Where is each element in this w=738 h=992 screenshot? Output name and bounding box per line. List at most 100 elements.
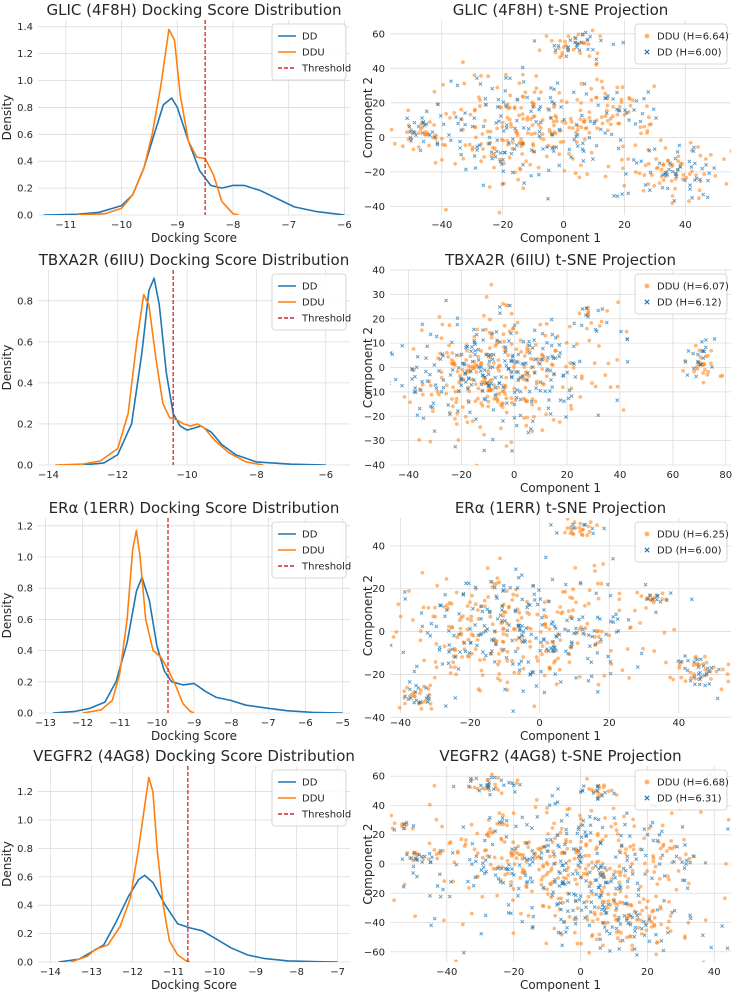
dd-point xyxy=(458,146,463,150)
dd-point xyxy=(636,893,641,898)
dd-point xyxy=(501,783,506,788)
ddu-point xyxy=(620,668,625,672)
dd-point xyxy=(440,662,445,666)
ddu-point xyxy=(488,129,493,134)
ddu-point xyxy=(432,783,437,788)
panel-5: −13 −12 −11 −10 −9 −8 −7 −6 −50.00.20.40.60.81.0… xyxy=(0,499,351,743)
dd-point xyxy=(406,697,411,702)
ddu-point xyxy=(610,876,614,881)
dd-point xyxy=(480,650,485,654)
dd-point xyxy=(585,37,590,42)
dd-point xyxy=(591,47,595,52)
ddu-point xyxy=(641,897,646,901)
dd-point xyxy=(503,618,507,623)
dd-point xyxy=(519,573,524,578)
ddu-point xyxy=(635,590,640,595)
chart-title: TBXA2R (6IIU) t-SNE Projection xyxy=(444,251,676,269)
dd-point xyxy=(694,176,699,181)
ddu-point xyxy=(485,566,490,570)
ddu-point xyxy=(496,364,501,369)
dd-point xyxy=(432,916,437,921)
dd-point xyxy=(707,682,712,686)
ddu-point xyxy=(494,581,499,585)
ddu-point xyxy=(565,846,570,851)
dd-point xyxy=(557,884,562,888)
ddu-point xyxy=(447,601,452,605)
ddu-point xyxy=(678,162,683,166)
y-tick-label: 0.8 xyxy=(17,584,33,595)
ddu-point xyxy=(593,569,597,573)
ddu-point xyxy=(502,339,506,344)
ddu-point xyxy=(517,81,522,86)
dd-point xyxy=(444,298,449,303)
dd-point xyxy=(672,198,677,203)
dd-point xyxy=(603,790,607,795)
ddu-point xyxy=(626,157,631,162)
dd-point xyxy=(611,620,616,625)
dd-point xyxy=(642,96,647,101)
dd-point xyxy=(683,654,688,658)
dd-point xyxy=(701,192,706,197)
ddu-point xyxy=(593,912,597,917)
ddu-point xyxy=(622,183,627,188)
dd-point xyxy=(650,597,655,602)
ddu-point xyxy=(432,675,437,680)
ddu-point xyxy=(631,843,636,848)
dd-point xyxy=(515,893,520,898)
dd-point xyxy=(463,380,468,384)
ddu-point xyxy=(567,914,572,919)
ddu-point xyxy=(479,73,483,78)
dd-point xyxy=(555,81,560,85)
ddu-point xyxy=(462,844,467,848)
ddu-point xyxy=(540,132,545,137)
dd-point xyxy=(453,695,458,700)
ddu-point xyxy=(450,397,454,401)
dd-point xyxy=(535,814,540,819)
ddu-point xyxy=(514,781,519,786)
ddu-point xyxy=(609,824,614,829)
ddu-point xyxy=(677,666,682,670)
x-tick-label: −5 xyxy=(335,718,350,729)
ddu-point xyxy=(587,588,592,592)
dd-point xyxy=(668,161,672,165)
dd-point xyxy=(665,186,670,191)
ddu-point xyxy=(660,823,665,828)
dd-point xyxy=(639,159,644,164)
dd-point xyxy=(505,867,509,871)
dd-point xyxy=(553,801,558,806)
dd-point xyxy=(490,437,495,442)
dd-point xyxy=(643,872,648,877)
ddu-point xyxy=(501,301,505,306)
dd-point xyxy=(614,906,619,910)
y-tick-label: 60 xyxy=(372,772,385,783)
y-tick-label: 60 xyxy=(372,29,385,40)
chart-title: ERα (1ERR) Docking Score Distribution xyxy=(49,499,340,517)
dd-point xyxy=(412,120,417,125)
ddu-point xyxy=(652,649,657,653)
dd-point xyxy=(531,583,536,588)
dd-point xyxy=(581,784,586,789)
dd-point xyxy=(541,146,545,151)
dd-point xyxy=(608,671,613,676)
x-tick-label: −6 xyxy=(337,220,352,231)
ddu-point xyxy=(702,362,706,367)
dd-point xyxy=(463,649,468,654)
dd-point xyxy=(439,389,444,394)
ddu-points xyxy=(390,518,731,711)
dd-point xyxy=(443,704,448,709)
ddu-point xyxy=(628,626,632,630)
dd-point xyxy=(425,630,430,635)
dd-point xyxy=(647,188,652,193)
x-tick-label: 0 xyxy=(560,220,566,231)
dd-point xyxy=(404,820,409,825)
dd-point xyxy=(560,943,565,948)
ddu-point xyxy=(579,125,584,130)
dd-point xyxy=(467,857,472,862)
dd-point xyxy=(481,338,486,343)
ddu-point xyxy=(586,42,591,46)
dd-point xyxy=(430,130,435,135)
ddu-point xyxy=(482,657,487,662)
dd-point xyxy=(515,360,520,365)
dd-point xyxy=(459,117,464,121)
